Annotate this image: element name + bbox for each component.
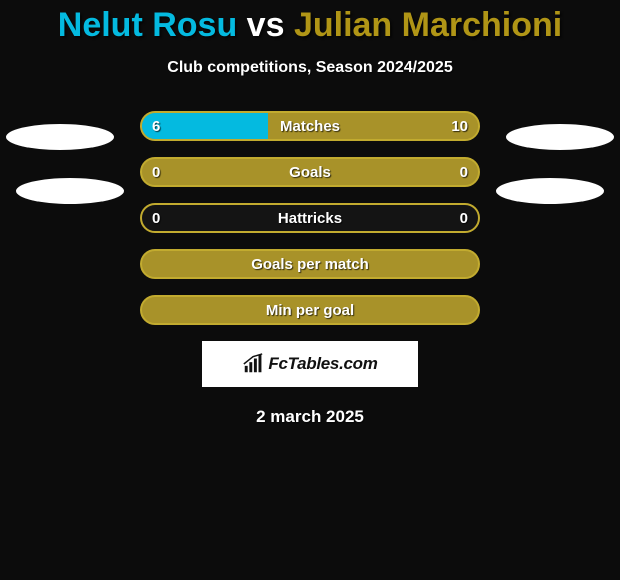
stat-value-player1: 6 <box>152 111 160 141</box>
stat-value-player1: 0 <box>152 157 160 187</box>
comparison-title: Nelut Rosu vs Julian Marchioni <box>0 0 620 45</box>
bar-fill-player1 <box>142 113 268 139</box>
player1-avatar-placeholder <box>6 124 114 150</box>
stat-row: Min per goal <box>140 295 480 325</box>
stat-row: Matches610 <box>140 111 480 141</box>
player2-club-placeholder <box>496 178 604 204</box>
stat-row: Hattricks00 <box>140 203 480 233</box>
stat-row: Goals00 <box>140 157 480 187</box>
bar-track <box>140 249 480 279</box>
date-text: 2 march 2025 <box>0 407 620 427</box>
logo-box: FcTables.com <box>202 341 418 387</box>
bar-chart-icon <box>242 353 264 375</box>
stat-value-player1: 0 <box>152 203 160 233</box>
logo-text: FcTables.com <box>268 354 377 374</box>
vs-text: vs <box>247 6 285 44</box>
player2-name: Julian Marchioni <box>294 6 562 44</box>
bar-fill-player2 <box>268 113 478 139</box>
bar-track <box>140 295 480 325</box>
stat-value-player2: 0 <box>460 203 468 233</box>
bar-track <box>140 157 480 187</box>
bar-track <box>140 111 480 141</box>
stat-value-player2: 10 <box>451 111 468 141</box>
bar-track <box>140 203 480 233</box>
player1-club-placeholder <box>16 178 124 204</box>
stat-value-player2: 0 <box>460 157 468 187</box>
stat-row: Goals per match <box>140 249 480 279</box>
player2-avatar-placeholder <box>506 124 614 150</box>
subtitle: Club competitions, Season 2024/2025 <box>0 59 620 77</box>
player1-name: Nelut Rosu <box>58 6 237 44</box>
